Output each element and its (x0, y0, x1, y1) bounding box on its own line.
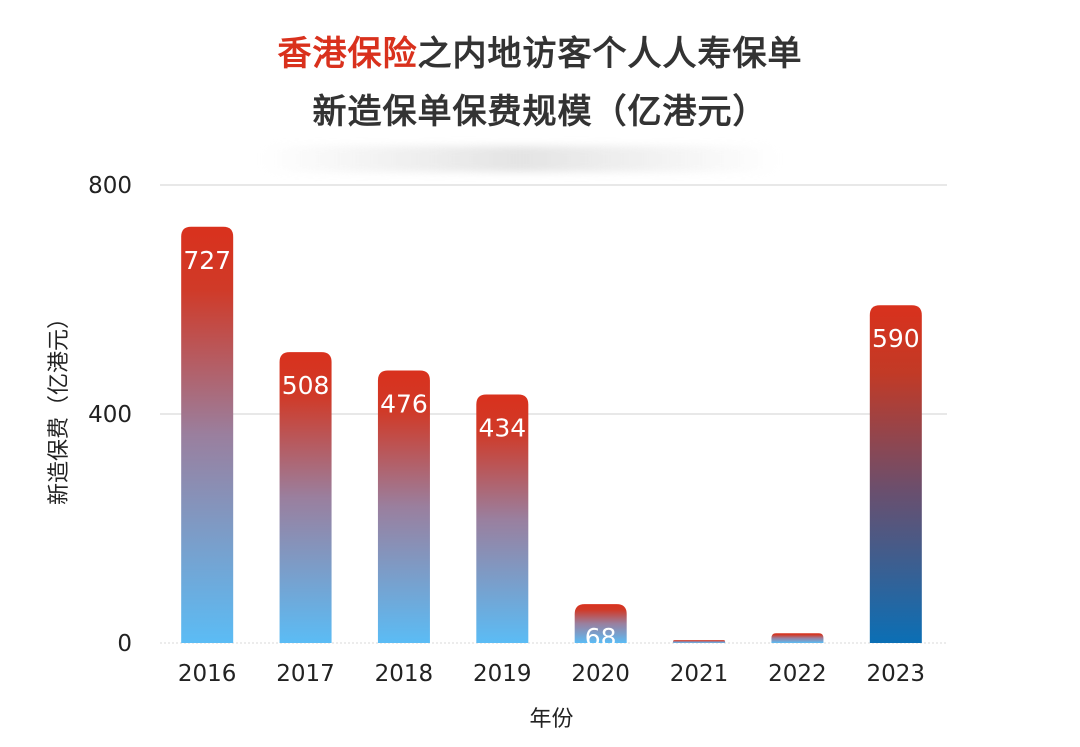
x-tick-label: 2023 (867, 661, 926, 687)
chart-title-highlight: 香港保险 (277, 34, 418, 74)
bar-value-label: 508 (282, 371, 330, 400)
bar-value-label: 476 (380, 389, 428, 418)
x-tick-label: 2019 (473, 661, 532, 687)
bar-value-label: 68 (585, 623, 617, 652)
x-tick-label: 2020 (571, 661, 630, 687)
y-tick-label: 800 (88, 173, 132, 199)
labels: 0 400 800 2016 727 2017 508 2018 476 2019 434 2020 6… (88, 173, 925, 687)
y-tick-label: 0 (117, 631, 132, 657)
y-tick-label: 400 (88, 402, 132, 428)
gridlines (160, 184, 947, 644)
chart-title-line-2: 新造保单保费规模（亿港元） (312, 92, 768, 132)
y-axis-title: 新造保费（亿港元） (47, 307, 72, 505)
bars (181, 226, 922, 644)
bar-value-label: 590 (872, 324, 920, 353)
bar-2017 (279, 352, 332, 643)
chart-title-rest: 之内地访客个人人寿保单 (417, 34, 803, 74)
x-axis-title: 年份 (529, 707, 573, 732)
bar-2020 (574, 604, 627, 643)
x-tick-label: 2021 (670, 661, 729, 687)
x-tick-label: 2018 (375, 661, 434, 687)
bar-2021 (673, 640, 726, 643)
bar-2018 (377, 370, 430, 643)
bar-value-label: 434 (478, 414, 526, 443)
chart-title-line-1: 香港保险之内地访客个人人寿保单 (0, 26, 1080, 75)
x-tick-label: 2022 (768, 661, 827, 687)
bar-2023 (869, 305, 922, 643)
bar-value-label: 727 (183, 246, 231, 275)
bar-2016 (181, 226, 234, 644)
x-tick-label: 2017 (276, 661, 335, 687)
bar-2019 (476, 394, 529, 643)
x-tick-label: 2016 (178, 661, 237, 687)
bar-2022 (771, 633, 824, 643)
blurred-subtitle (260, 146, 780, 172)
